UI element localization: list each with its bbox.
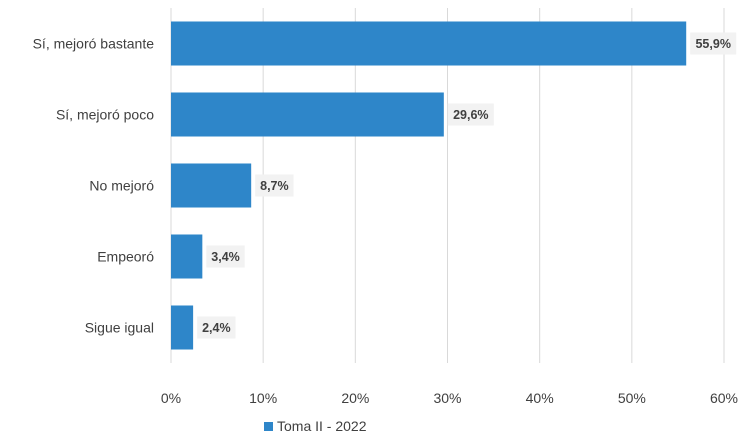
x-tick-label: 60% [710,390,738,406]
bar [171,92,444,137]
data-label: 2,4% [202,321,231,335]
data-label-background [690,32,737,55]
data-label-background [255,174,294,197]
data-label: 29,6% [453,108,488,122]
category-label: Sigue igual [85,320,154,336]
legend-swatch [264,422,273,431]
x-tick-label: 0% [161,390,181,406]
category-label: Empeoró [97,249,154,265]
category-labels: Sí, mejoró bastante Sí, mejoró poco No mej… [33,36,155,336]
category-label: Sí, mejoró bastante [33,36,155,52]
data-label-background [447,103,494,126]
x-axis-ticks: 0% 10% 20% 30% 40% 50% 60% [161,390,738,406]
bar [171,163,252,208]
grid-lines [170,8,725,363]
legend: Toma II - 2022 [264,418,367,434]
category-label: Sí, mejoró poco [56,107,154,123]
data-label-background [206,245,245,268]
data-label: 55,9% [695,37,730,51]
x-tick-label: 10% [249,390,277,406]
data-label: 3,4% [211,250,240,264]
category-label: No mejoró [89,178,154,194]
x-tick-label: 20% [341,390,369,406]
x-tick-label: 50% [618,390,646,406]
data-label: 8,7% [260,179,289,193]
bar [171,234,203,279]
data-label-background [197,316,236,339]
x-tick-label: 30% [433,390,461,406]
bar [171,305,194,350]
legend-label: Toma II - 2022 [277,418,367,434]
bars [171,21,687,350]
x-tick-label: 40% [526,390,554,406]
bar [171,21,687,66]
data-labels: 55,9% 29,6% 8,7% 3,4% 2,4% [197,32,737,339]
